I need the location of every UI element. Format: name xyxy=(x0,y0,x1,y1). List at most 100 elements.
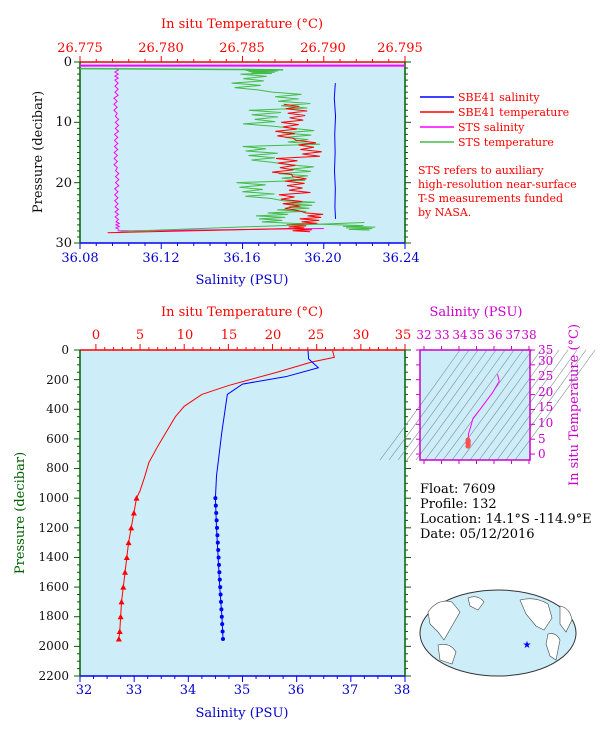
ts-isopycnal-lines xyxy=(379,349,596,461)
temperature-marker xyxy=(128,524,135,531)
ts-x-tick-label: 35 xyxy=(469,328,484,342)
full-depth-top-axis-title: In situ Temperature (°C) xyxy=(161,305,323,320)
salinity-marker xyxy=(217,562,222,567)
ts-diagram-panel: Salinity (PSU) 32 33 34 35 36 37 38 0 5 … xyxy=(379,305,596,486)
isopycnal-line xyxy=(496,349,578,461)
bottom-tick-label: 38 xyxy=(394,683,411,698)
isopycnal-line xyxy=(424,349,506,461)
salinity-marker xyxy=(218,592,223,597)
profile-number: Profile: 132 xyxy=(420,497,497,512)
isopycnal-line xyxy=(478,349,560,461)
series-line-sts-temperature-bottom xyxy=(120,221,365,233)
left-tick-label: 800 xyxy=(46,461,69,475)
salinity-marker xyxy=(216,555,221,560)
salinity-marker xyxy=(220,622,225,627)
full-depth-bottom-axis-title: Salinity (PSU) xyxy=(196,706,289,721)
map-land xyxy=(427,600,461,641)
ts-x-tick-label: 36 xyxy=(487,328,502,342)
full-depth-left-axis-title: Pressure (decibar) xyxy=(13,452,28,574)
salinity-marker xyxy=(219,599,224,604)
top-tick-label: 26.785 xyxy=(219,41,265,56)
ts-deep-marker xyxy=(465,437,471,442)
sts-note: STS refers to auxiliary high-resolution … xyxy=(418,164,577,219)
bottom-tick-label: 35 xyxy=(234,683,251,698)
left-tick-label: 400 xyxy=(46,402,69,416)
top-tick-label: 15 xyxy=(221,328,238,343)
series-line-sts-temperature-surface xyxy=(79,67,284,71)
top-tick-label: 20 xyxy=(265,328,282,343)
ts-x-axis-title: Salinity (PSU) xyxy=(430,305,523,320)
salinity-marker xyxy=(216,548,221,553)
map-land xyxy=(467,596,485,611)
left-tick-label: 1400 xyxy=(38,550,69,564)
legend-label: STS salinity xyxy=(458,121,525,134)
near-surface-legend: SBE41 salinity SBE41 temperature STS sal… xyxy=(420,91,569,149)
left-tick-label: 0 xyxy=(61,343,69,357)
isopycnal-line xyxy=(388,349,470,461)
left-tick-label: 20 xyxy=(55,176,72,191)
note-line: STS refers to auxiliary xyxy=(418,164,544,177)
temperature-marker xyxy=(115,635,122,642)
ts-y-tick-label: 35 xyxy=(538,343,553,357)
left-tick-label: 10 xyxy=(55,115,72,130)
isopycnal-line xyxy=(397,349,479,461)
legend-label: SBE41 temperature xyxy=(458,106,569,119)
top-tick-label: 26.780 xyxy=(138,41,184,56)
map-land xyxy=(519,598,553,631)
note-line: by NASA. xyxy=(418,206,471,219)
salinity-marker xyxy=(221,636,225,641)
legend-label: STS temperature xyxy=(458,136,554,149)
series-line-sts-temperature xyxy=(231,68,376,231)
near-surface-bottom-axis-title: Salinity (PSU) xyxy=(196,273,289,288)
series-line-sts-salinity xyxy=(113,67,121,230)
full-depth-panel: In situ Temperature (°C) 0 5 10 15 20 25… xyxy=(13,305,411,721)
left-tick-label: 2200 xyxy=(38,669,69,683)
temperature-marker xyxy=(123,554,130,560)
left-tick-label: 2000 xyxy=(38,639,69,653)
isopycnal-line xyxy=(451,349,533,461)
top-tick-label: 26.790 xyxy=(300,41,346,56)
ts-tick-marks xyxy=(416,346,535,464)
temperature-marker xyxy=(117,613,124,620)
ts-series xyxy=(465,374,500,449)
ts-frame xyxy=(419,349,531,461)
near-surface-series xyxy=(79,64,405,234)
float-location-marker: ★ xyxy=(523,640,532,651)
left-tick-label: 0 xyxy=(64,55,72,70)
salinity-marker xyxy=(219,607,224,612)
isopycnal-line xyxy=(487,349,569,461)
temperature-marker xyxy=(118,598,125,605)
salinity-marker xyxy=(217,570,222,575)
bottom-tick-label: 34 xyxy=(180,683,197,698)
top-tick-label: 26.795 xyxy=(377,41,423,56)
ts-y-tick-label: 5 xyxy=(538,432,546,446)
top-tick-label: 25 xyxy=(308,328,325,343)
series-line-sbe41-temperature-bottom xyxy=(107,228,292,234)
note-line: high-resolution near-surface xyxy=(418,178,577,191)
near-surface-left-axis-title: Pressure (decibar) xyxy=(31,91,46,213)
top-tick-label: 35 xyxy=(395,328,412,343)
temperature-marker xyxy=(120,584,127,590)
salinity-marker xyxy=(214,511,219,515)
isopycnal-line xyxy=(406,349,488,461)
map-land xyxy=(437,644,457,665)
left-tick-label: 1600 xyxy=(38,580,69,594)
ts-y-axis-title: In situ Temperature (°C) xyxy=(567,324,582,486)
salinity-marker xyxy=(215,533,220,538)
salinity-marker xyxy=(214,518,219,523)
isopycnal-line xyxy=(415,349,497,461)
left-tick-label: 600 xyxy=(46,432,69,446)
ts-x-tick-label: 38 xyxy=(521,328,536,342)
isopycnal-line xyxy=(379,349,461,461)
top-tick-label: 0 xyxy=(92,328,100,343)
full-depth-tick-marks xyxy=(74,344,411,682)
near-surface-top-axis-title: In situ Temperature (°C) xyxy=(161,17,323,32)
bottom-tick-label: 36.24 xyxy=(382,251,419,266)
full-depth-series xyxy=(115,350,335,642)
ts-x-tick-label: 32 xyxy=(416,328,431,342)
date: Date: 05/12/2016 xyxy=(420,527,535,542)
temperature-marker xyxy=(116,628,123,635)
salinity-marker xyxy=(220,629,225,634)
salinity-marker xyxy=(215,540,220,545)
ts-y-tick-label: 30 xyxy=(538,354,553,368)
